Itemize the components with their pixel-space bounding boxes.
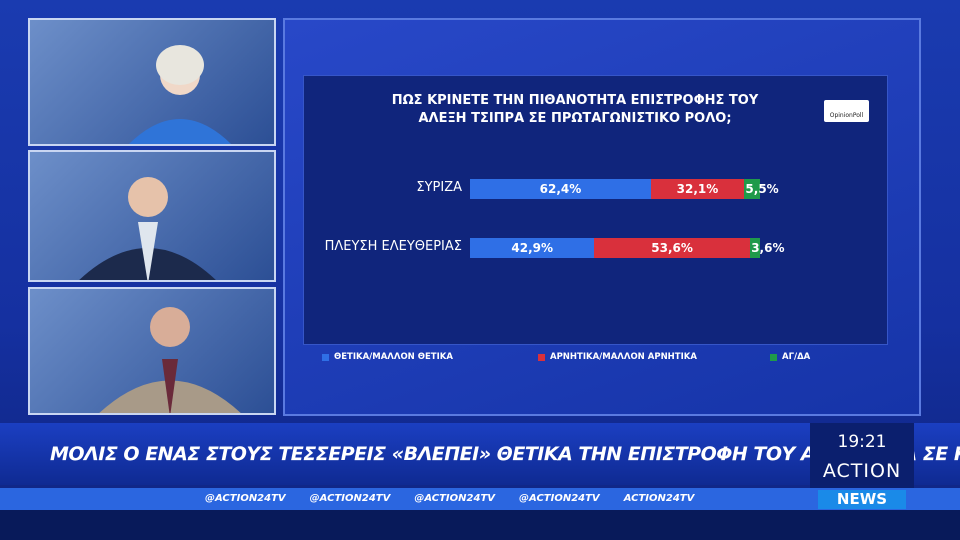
- bar-segment: [470, 179, 651, 199]
- bar-segment: [650, 179, 745, 199]
- social-handle: ACTION24TV: [623, 493, 695, 504]
- bar-segment: [749, 238, 761, 258]
- socials: @ACTION24TV @ACTION24TV @ACTION24TV @ACTION…: [205, 493, 694, 504]
- bar-segment: [594, 238, 750, 258]
- legend-label: ΘΕΤΙΚΑ/ΜΑΛΛΟΝ ΘΕΤΙΚΑ: [334, 352, 453, 362]
- clock: 19:21: [837, 432, 887, 452]
- social-handle: @ACTION24TV: [414, 493, 496, 504]
- social-handle: @ACTION24TV: [519, 493, 600, 504]
- value-label: 5,5%: [745, 182, 779, 196]
- legend-swatch: [770, 354, 777, 361]
- legend-swatch: [322, 354, 329, 361]
- value-label: 53,6%: [651, 241, 693, 255]
- value-label: 62,4%: [539, 182, 582, 196]
- presenter: [129, 45, 231, 144]
- value-label: 32,1%: [676, 182, 719, 196]
- guest: [99, 307, 241, 413]
- poll-logo: OpinionPoll: [824, 100, 869, 122]
- legend-label: ΑΓ/ΔΑ: [782, 352, 811, 362]
- category-label: ΣΥΡΙΖΑ: [416, 180, 462, 195]
- bar-segment: [744, 179, 760, 199]
- social-handle: @ACTION24TV: [309, 493, 391, 504]
- value-label: 42,9%: [511, 241, 554, 255]
- legend-swatch: [538, 354, 545, 361]
- social-handle: @ACTION24TV: [205, 493, 286, 504]
- category-label: ΠΛΕΥΣΗ ΕΛΕΥΘΕΡΙΑΣ: [324, 239, 462, 254]
- brand: ACTION: [822, 460, 902, 482]
- brand-sub: NEWS: [818, 490, 906, 509]
- chart-area: [303, 75, 888, 345]
- legend-label: ΑΡΝΗΤΙΚΑ/ΜΑΛΛΟΝ ΑΡΝΗΤΙΚΑ: [550, 352, 697, 362]
- chart-title: ΠΩΣ ΚΡΙΝΕΤΕ ΤΗΝ ΠΙΘΑΝΟΤΗΤΑ ΕΠΙΣΤΡΟΦΗΣ ΤΟ…: [391, 93, 759, 126]
- bottom-strip: [0, 510, 960, 540]
- bar-segment: [470, 238, 595, 258]
- video-feed: [28, 287, 276, 415]
- video-feed: [28, 150, 276, 282]
- video-feed: [28, 18, 276, 146]
- value-label: 3,6%: [751, 241, 785, 255]
- guest: [79, 177, 216, 280]
- ticker-band: [0, 423, 960, 485]
- headline: ΜΟΛΙΣ Ο ΕΝΑΣ ΣΤΟΥΣ ΤΕΣΣΕΡΕΙΣ «ΒΛΕΠΕΙ» ΘΕ…: [50, 443, 960, 465]
- social-bar: [0, 488, 960, 510]
